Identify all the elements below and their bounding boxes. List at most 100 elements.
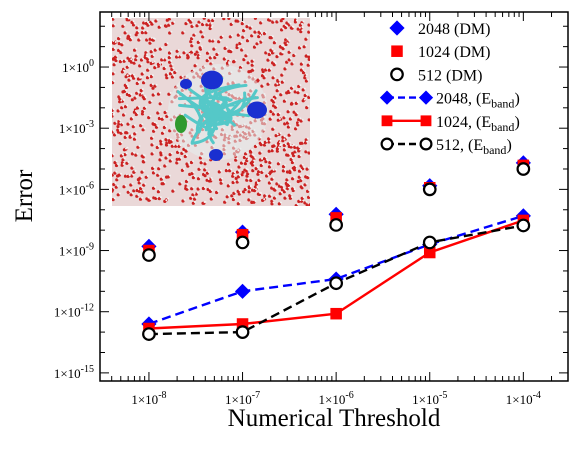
data-point <box>423 246 436 259</box>
water-hydrogen-atom <box>119 41 122 44</box>
water-hydrogen-atom <box>207 171 210 173</box>
series-line <box>148 214 524 326</box>
water-hydrogen-atom <box>239 174 241 177</box>
water-hydrogen-atom <box>283 46 286 49</box>
water-hydrogen-atom <box>142 169 145 172</box>
water-hydrogen-atom <box>233 180 236 183</box>
water-hydrogen-atom <box>132 165 135 168</box>
water-hydrogen-atom <box>173 188 176 191</box>
water-hydrogen-atom <box>125 147 127 150</box>
water-hydrogen-atom <box>148 59 151 62</box>
water-hydrogen-atom <box>154 170 157 173</box>
water-hydrogen-atom <box>143 94 146 97</box>
water-hydrogen-atom <box>113 18 116 19</box>
water-hydrogen-atom <box>245 155 247 158</box>
water-hydrogen-atom <box>146 175 149 177</box>
water-hydrogen-atom <box>285 98 287 101</box>
water-hydrogen-atom <box>119 172 122 175</box>
water-hydrogen-atom <box>230 168 233 171</box>
water-hydrogen-atom <box>160 157 163 160</box>
water-hydrogen-atom <box>128 190 131 192</box>
water-hydrogen-atom <box>306 137 309 140</box>
water-hydrogen-atom <box>126 104 129 107</box>
water-hydrogen-atom <box>231 49 234 52</box>
water-hydrogen-atom <box>265 196 268 199</box>
water-hydrogen-atom <box>274 111 276 114</box>
water-hydrogen-atom <box>125 89 128 92</box>
water-hydrogen-atom <box>285 195 288 198</box>
water-hydrogen-atom <box>151 83 154 86</box>
water-hydrogen-atom <box>269 136 272 139</box>
water-hydrogen-atom <box>172 144 175 146</box>
water-hydrogen-atom <box>306 174 309 177</box>
water-hydrogen-atom <box>136 152 139 155</box>
water-hydrogen-atom <box>137 194 140 196</box>
water-hydrogen-atom <box>188 53 191 55</box>
water-hydrogen-atom <box>119 129 121 132</box>
water-hydrogen-atom <box>150 40 153 43</box>
water-hydrogen-atom <box>244 28 247 31</box>
water-hydrogen-atom <box>211 196 214 199</box>
water-hydrogen-atom <box>162 116 165 119</box>
data-point <box>422 235 437 250</box>
water-hydrogen-atom <box>252 62 255 65</box>
water-hydrogen-atom <box>205 167 208 170</box>
water-hydrogen-atom <box>237 179 240 182</box>
x-tick-label: 1×10-5 <box>412 390 447 407</box>
water-hydrogen-atom <box>255 188 258 191</box>
water-hydrogen-atom <box>128 121 131 124</box>
water-hydrogen-atom <box>142 71 145 74</box>
water-hydrogen-atom <box>272 185 275 188</box>
water-hydrogen-atom <box>289 183 291 186</box>
water-hydrogen-atom <box>272 201 275 204</box>
water-hydrogen-atom <box>301 178 304 181</box>
water-hydrogen-atom <box>120 96 123 99</box>
water-hydrogen-atom <box>273 60 276 63</box>
water-hydrogen-atom <box>127 130 130 133</box>
water-hydrogen-atom <box>139 37 142 40</box>
water-hydrogen-atom <box>132 173 135 176</box>
water-hydrogen-atom <box>137 30 140 33</box>
water-hydrogen-atom <box>184 50 187 53</box>
water-hydrogen-atom <box>154 129 157 131</box>
water-hydrogen-atom <box>282 27 285 30</box>
water-hydrogen-atom <box>116 54 119 57</box>
water-hydrogen-atom <box>295 145 298 148</box>
water-hydrogen-atom <box>288 39 291 42</box>
water-hydrogen-atom <box>241 65 244 68</box>
water-hydrogen-atom <box>125 152 128 155</box>
water-hydrogen-atom <box>122 122 124 125</box>
water-hydrogen-atom <box>252 58 255 61</box>
water-hydrogen-atom <box>228 61 231 64</box>
water-hydrogen-atom <box>144 159 147 162</box>
water-hydrogen-atom <box>150 100 153 102</box>
water-hydrogen-atom <box>278 146 280 149</box>
water-hydrogen-atom <box>122 99 125 101</box>
water-hydrogen-atom <box>244 57 247 60</box>
water-hydrogen-atom <box>112 108 115 111</box>
water-hydrogen-atom <box>124 59 127 61</box>
water-hydrogen-atom <box>153 121 156 124</box>
water-hydrogen-atom <box>166 72 169 75</box>
water-hydrogen-atom <box>121 50 124 53</box>
water-hydrogen-atom <box>245 187 248 190</box>
water-hydrogen-atom <box>170 158 173 161</box>
water-hydrogen-atom <box>269 139 272 142</box>
water-hydrogen-atom <box>119 36 122 39</box>
water-hydrogen-atom <box>144 182 147 185</box>
water-oxygen-atom <box>307 57 310 61</box>
water-hydrogen-atom <box>291 116 293 119</box>
water-hydrogen-atom <box>279 201 282 204</box>
water-hydrogen-atom <box>203 34 206 37</box>
water-hydrogen-atom <box>183 198 186 201</box>
water-hydrogen-atom <box>247 158 250 161</box>
water-hydrogen-atom <box>309 117 310 120</box>
water-hydrogen-atom <box>281 44 283 47</box>
x-tick-label: 1×10-6 <box>319 390 354 407</box>
water-hydrogen-atom <box>153 60 156 63</box>
water-hydrogen-atom <box>221 177 224 180</box>
water-hydrogen-atom <box>301 118 304 121</box>
water-hydrogen-atom <box>187 179 190 182</box>
water-hydrogen-atom <box>165 163 168 166</box>
water-hydrogen-atom <box>270 193 273 196</box>
